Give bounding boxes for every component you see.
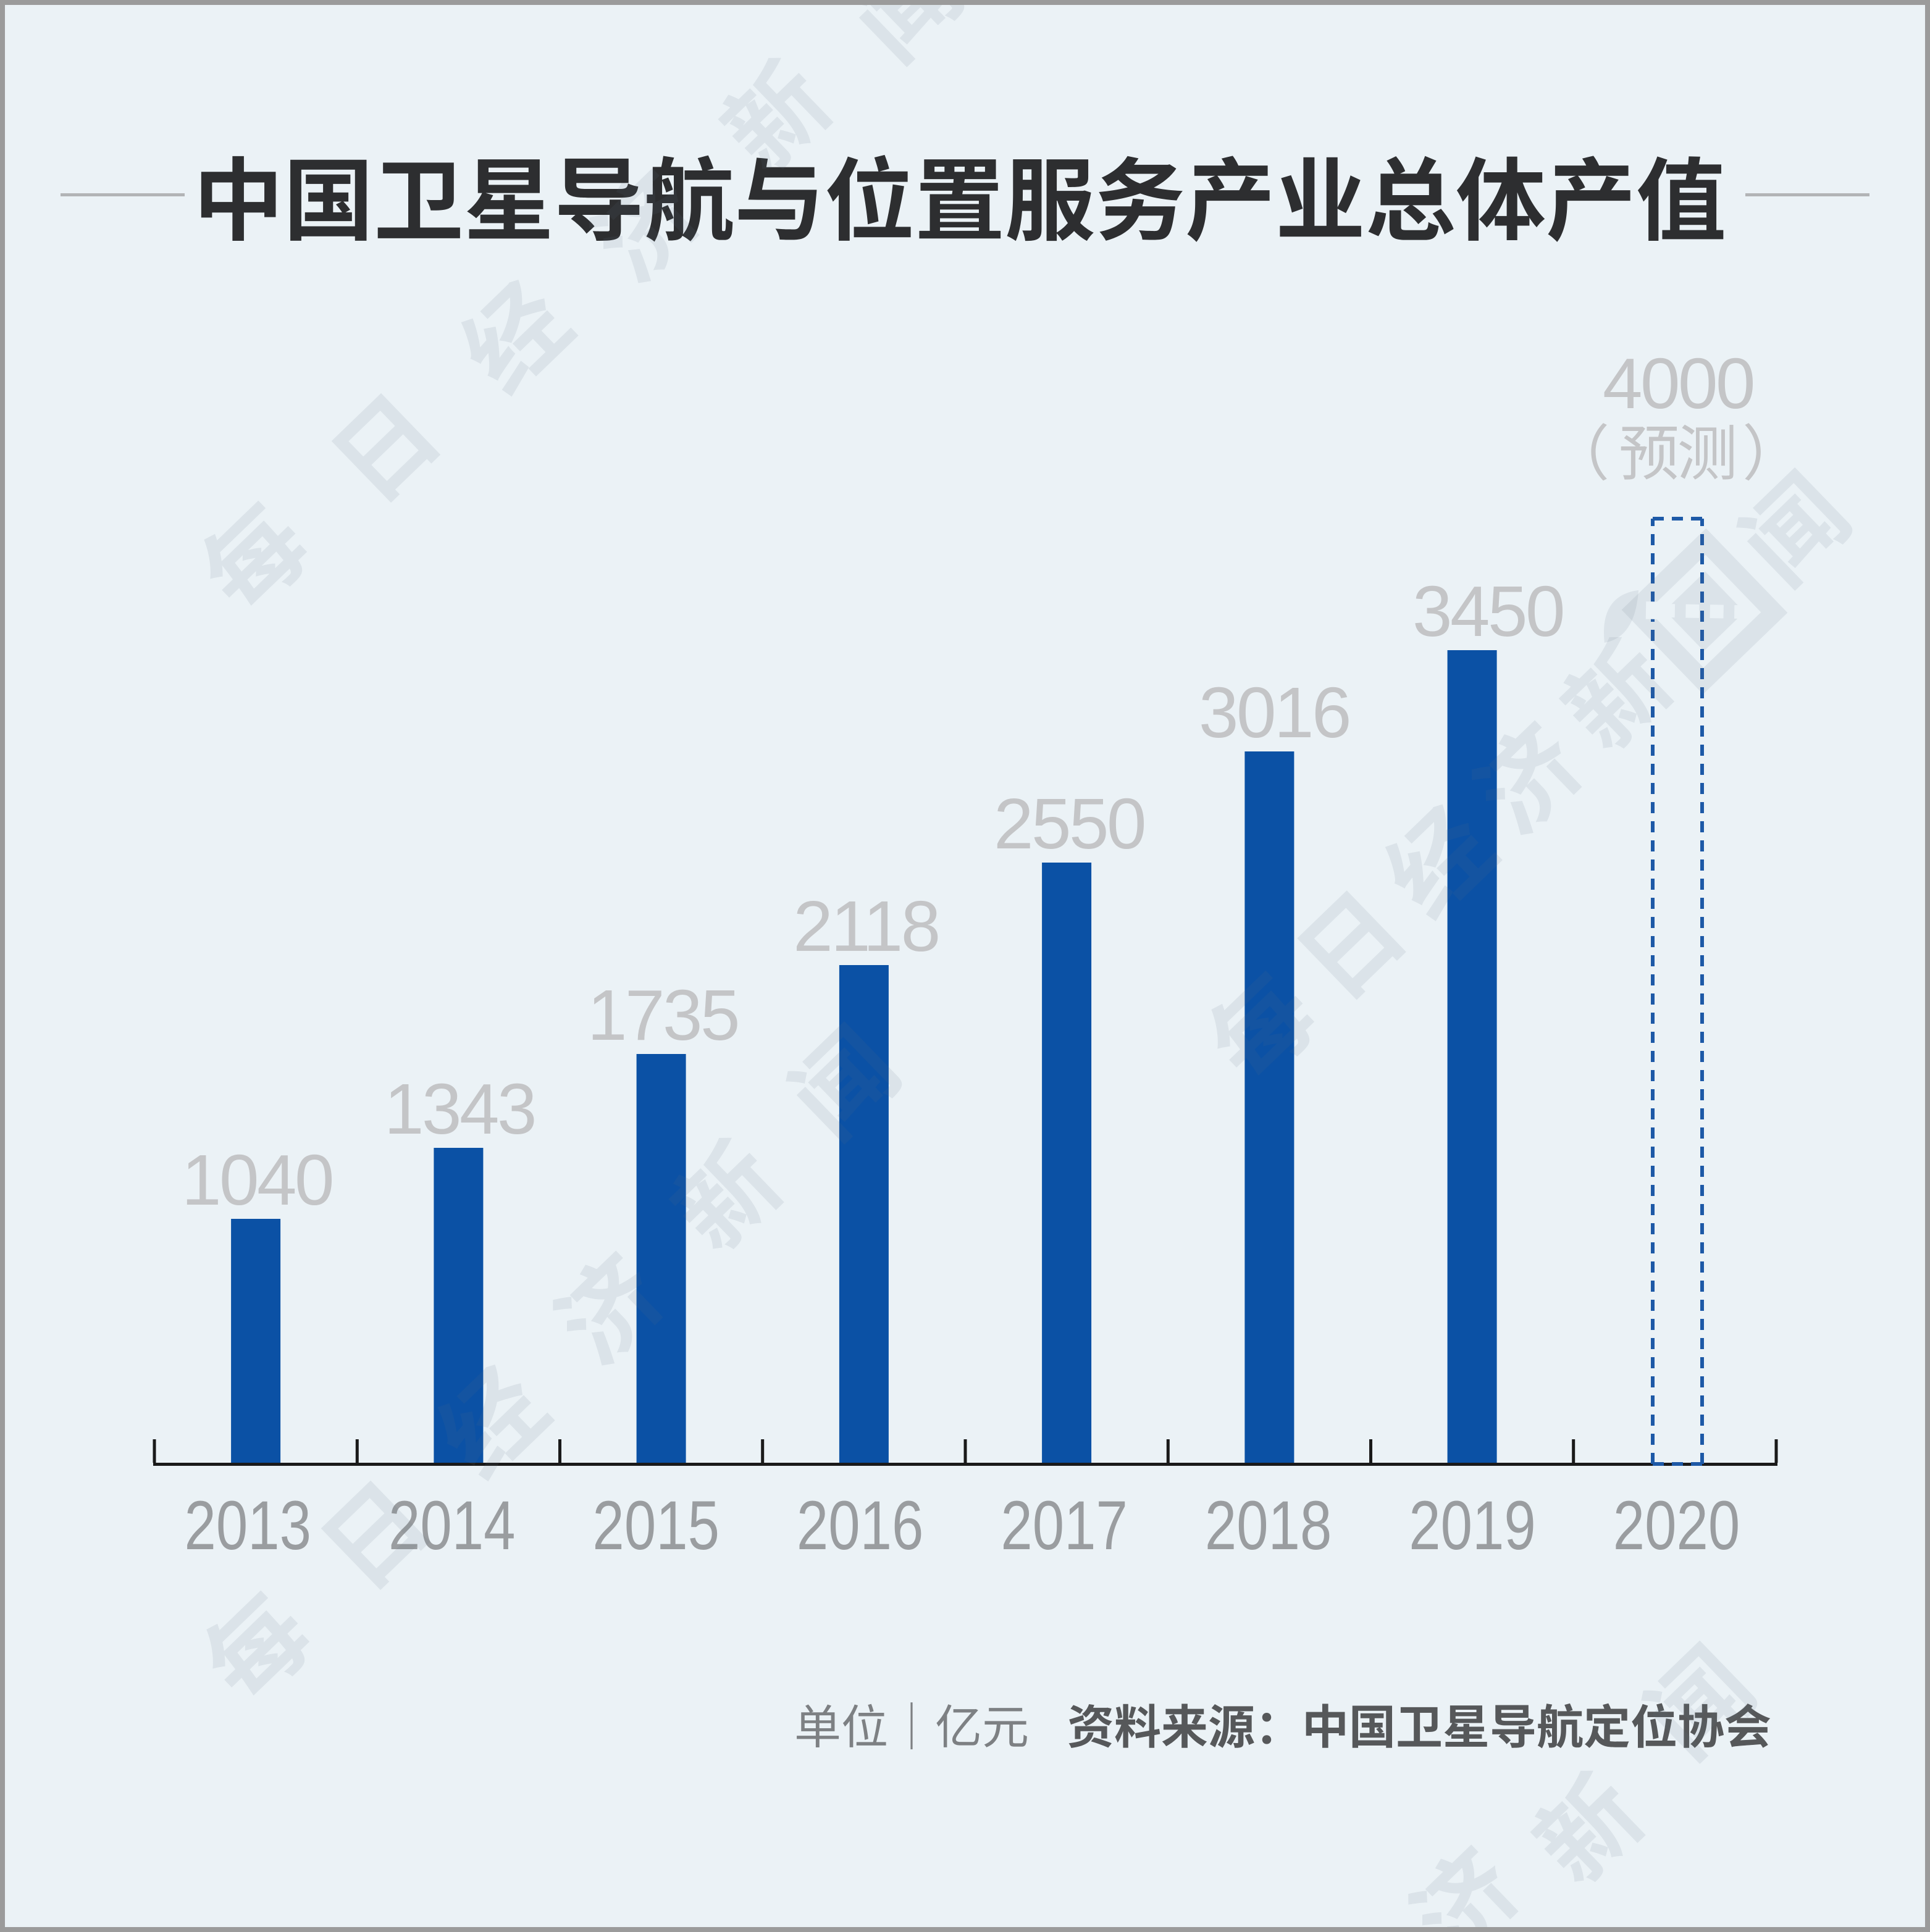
svg-text:2019: 2019 [1409, 1487, 1536, 1564]
svg-text:2017: 2017 [1001, 1487, 1128, 1564]
svg-text:2015: 2015 [592, 1487, 720, 1564]
svg-text:2118: 2118 [793, 886, 938, 966]
svg-text:2550: 2550 [994, 784, 1144, 864]
svg-text:2018: 2018 [1205, 1487, 1332, 1564]
svg-text:1735: 1735 [587, 975, 738, 1055]
svg-text:2016: 2016 [797, 1487, 924, 1564]
svg-text:1040: 1040 [182, 1140, 332, 1220]
svg-text:1343: 1343 [384, 1069, 535, 1149]
svg-text:4000: 4000 [1603, 343, 1753, 424]
svg-text:2020: 2020 [1613, 1487, 1740, 1564]
svg-text:2013: 2013 [185, 1487, 312, 1564]
svg-text:3016: 3016 [1199, 672, 1349, 753]
svg-text:3450: 3450 [1412, 571, 1563, 651]
